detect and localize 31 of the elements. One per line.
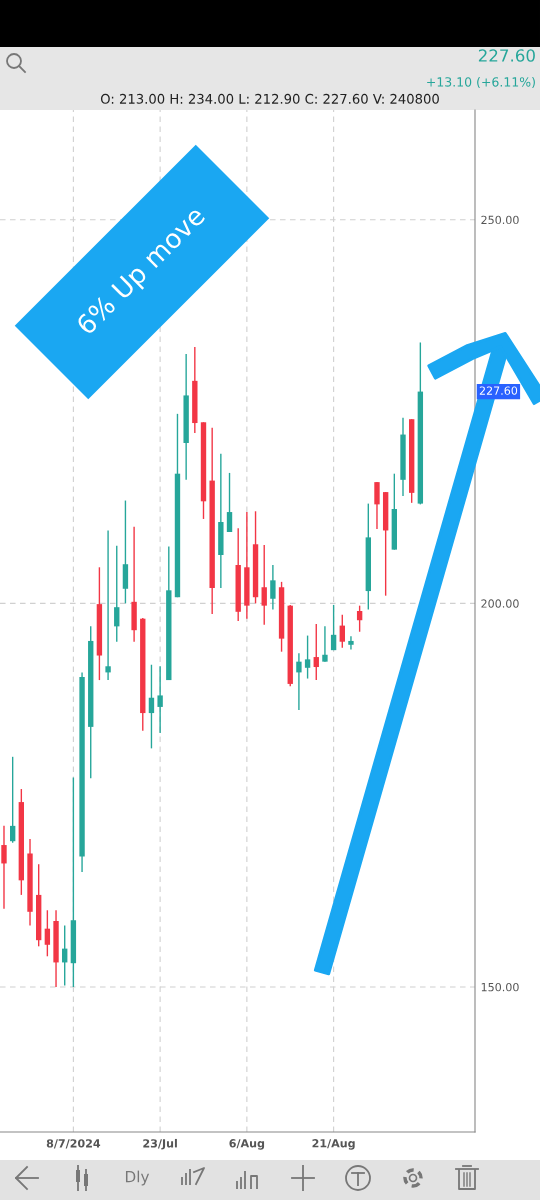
y-tick-label: 250.00 — [481, 215, 519, 225]
candlestick — [322, 625, 328, 663]
text: O: 213.00 H: 234.00 L: 212.90 C: 227.60 V: 240800 — [100, 93, 439, 104]
candlestick — [270, 564, 276, 611]
text: +13.10 (+6.11%) — [427, 76, 535, 89]
candlestick — [356, 604, 363, 633]
text: 227.60 — [478, 49, 535, 62]
candlestick — [348, 635, 354, 651]
x-tick-label: 6/Aug — [229, 1139, 265, 1150]
y-tick-label: 200.00 — [481, 599, 519, 608]
candlestick — [9, 756, 16, 844]
candlestick — [374, 481, 380, 530]
candlestick — [44, 909, 51, 957]
candlestick — [226, 472, 233, 533]
candlestick — [114, 545, 120, 643]
candlestick — [296, 652, 302, 711]
text: 227.60 — [479, 386, 518, 395]
candlestick — [157, 665, 163, 734]
x-tick-label: 23/Jul — [143, 1138, 177, 1150]
candlestick — [313, 623, 319, 681]
text: Dly — [125, 1170, 150, 1186]
candlestick — [339, 614, 345, 649]
candlestick — [261, 544, 267, 626]
candlestick — [105, 529, 111, 681]
candlestick — [1, 825, 7, 910]
y-tick-label: 150.00 — [481, 982, 519, 992]
x-tick-label: 8/7/2024 — [46, 1139, 101, 1149]
candlestick — [148, 664, 155, 750]
candlestick — [330, 604, 337, 651]
candlestick — [304, 634, 311, 680]
x-tick-label: 21/Aug — [312, 1139, 355, 1150]
